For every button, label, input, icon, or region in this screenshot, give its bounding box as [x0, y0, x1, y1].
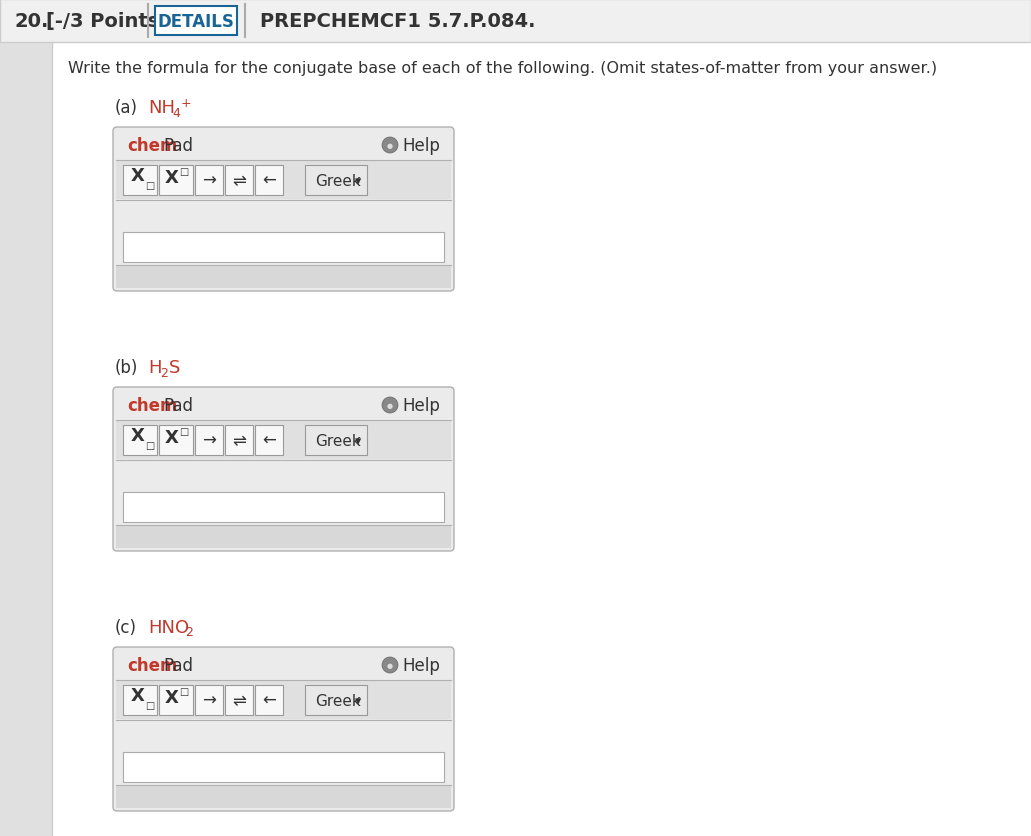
Text: Help: Help — [402, 137, 440, 155]
FancyBboxPatch shape — [123, 752, 444, 782]
Text: S: S — [169, 359, 180, 376]
Text: ←: ← — [262, 691, 276, 709]
Text: +: + — [181, 96, 192, 110]
Text: chem: chem — [127, 137, 177, 155]
Text: →: → — [202, 171, 215, 190]
FancyBboxPatch shape — [113, 388, 454, 551]
Text: ⇌: ⇌ — [232, 691, 246, 709]
FancyBboxPatch shape — [113, 128, 454, 292]
FancyBboxPatch shape — [159, 166, 193, 196]
FancyBboxPatch shape — [195, 166, 223, 196]
Text: →: → — [202, 691, 215, 709]
Text: 4: 4 — [172, 106, 179, 120]
FancyBboxPatch shape — [117, 421, 451, 460]
FancyBboxPatch shape — [117, 267, 451, 288]
Text: 2: 2 — [160, 366, 168, 379]
Text: ●: ● — [387, 402, 393, 409]
Text: NH: NH — [148, 99, 175, 117]
FancyBboxPatch shape — [255, 686, 282, 715]
Text: ←: ← — [262, 171, 276, 190]
Text: □: □ — [145, 701, 155, 710]
FancyBboxPatch shape — [117, 650, 451, 681]
Text: DETAILS: DETAILS — [158, 13, 234, 30]
Text: 20.: 20. — [15, 12, 49, 30]
Text: 2: 2 — [185, 626, 193, 639]
Text: Help: Help — [402, 396, 440, 415]
Circle shape — [383, 398, 398, 414]
Text: Write the formula for the conjugate base of each of the following. (Omit states-: Write the formula for the conjugate base… — [68, 60, 937, 75]
Text: H: H — [148, 359, 162, 376]
FancyBboxPatch shape — [159, 686, 193, 715]
FancyBboxPatch shape — [305, 686, 367, 715]
FancyBboxPatch shape — [123, 166, 157, 196]
FancyBboxPatch shape — [123, 686, 157, 715]
Text: ▾: ▾ — [355, 695, 361, 707]
Text: ⇌: ⇌ — [232, 171, 246, 190]
Text: Greek: Greek — [315, 173, 361, 188]
Text: ⇌: ⇌ — [232, 431, 246, 450]
FancyBboxPatch shape — [255, 166, 282, 196]
Text: □: □ — [179, 686, 189, 696]
Text: X: X — [131, 686, 145, 704]
Text: chem: chem — [127, 396, 177, 415]
FancyBboxPatch shape — [255, 426, 282, 456]
Text: Pad: Pad — [163, 656, 193, 674]
Text: X: X — [131, 426, 145, 445]
Text: □: □ — [145, 181, 155, 191]
FancyBboxPatch shape — [195, 686, 223, 715]
FancyBboxPatch shape — [225, 426, 253, 456]
Text: →: → — [202, 431, 215, 450]
FancyBboxPatch shape — [0, 43, 52, 836]
FancyBboxPatch shape — [155, 7, 237, 36]
Text: Pad: Pad — [163, 396, 193, 415]
Text: ●: ● — [387, 662, 393, 668]
Text: □: □ — [145, 441, 155, 451]
Text: Greek: Greek — [315, 433, 361, 448]
Text: ▾: ▾ — [355, 176, 361, 188]
FancyBboxPatch shape — [305, 166, 367, 196]
Text: chem: chem — [127, 656, 177, 674]
FancyBboxPatch shape — [159, 426, 193, 456]
FancyBboxPatch shape — [225, 166, 253, 196]
Text: (a): (a) — [115, 99, 138, 117]
Text: (c): (c) — [115, 619, 137, 636]
FancyBboxPatch shape — [117, 721, 451, 751]
FancyBboxPatch shape — [117, 390, 451, 421]
Text: HNO: HNO — [148, 619, 189, 636]
FancyBboxPatch shape — [123, 232, 444, 263]
Text: X: X — [165, 429, 178, 446]
FancyBboxPatch shape — [225, 686, 253, 715]
FancyBboxPatch shape — [195, 426, 223, 456]
FancyBboxPatch shape — [117, 527, 451, 548]
FancyBboxPatch shape — [123, 426, 157, 456]
FancyBboxPatch shape — [117, 131, 451, 161]
Text: ←: ← — [262, 431, 276, 450]
Text: PREPCHEMCF1 5.7.P.084.: PREPCHEMCF1 5.7.P.084. — [260, 12, 535, 30]
FancyBboxPatch shape — [117, 786, 451, 808]
Text: X: X — [165, 688, 178, 706]
Text: □: □ — [179, 167, 189, 176]
FancyBboxPatch shape — [117, 162, 451, 200]
FancyBboxPatch shape — [123, 492, 444, 522]
Text: (b): (b) — [115, 359, 138, 376]
Text: Pad: Pad — [163, 137, 193, 155]
FancyBboxPatch shape — [117, 201, 451, 232]
Text: ▾: ▾ — [355, 435, 361, 448]
Text: Greek: Greek — [315, 693, 361, 707]
FancyBboxPatch shape — [113, 647, 454, 811]
Circle shape — [383, 657, 398, 673]
Text: X: X — [131, 167, 145, 185]
Circle shape — [383, 138, 398, 154]
FancyBboxPatch shape — [117, 681, 451, 719]
Text: □: □ — [179, 426, 189, 436]
FancyBboxPatch shape — [117, 461, 451, 492]
Text: [-/3 Points]: [-/3 Points] — [46, 12, 168, 30]
FancyBboxPatch shape — [305, 426, 367, 456]
Text: X: X — [165, 169, 178, 186]
Text: Help: Help — [402, 656, 440, 674]
FancyBboxPatch shape — [0, 0, 1031, 43]
Text: ●: ● — [387, 143, 393, 149]
